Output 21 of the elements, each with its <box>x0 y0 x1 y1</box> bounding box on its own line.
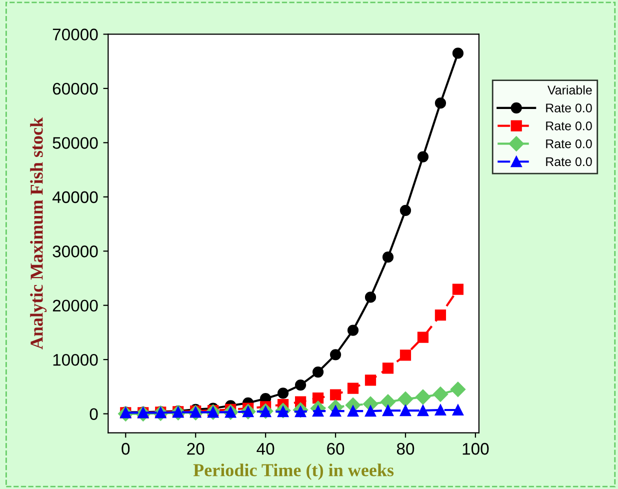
legend-title: Variable <box>547 85 592 95</box>
legend-label: Rate 0.0 <box>546 139 592 148</box>
x-axis-title: Periodic Time (t) in weeks <box>193 464 394 480</box>
y-tick-label: 60000 <box>52 82 98 95</box>
y-tick-label: 70000 <box>52 28 98 40</box>
y-axis-title: Analytic Maximum Fish stock <box>30 117 47 350</box>
x-tick-label: 60 <box>327 442 344 455</box>
x-tick-label: 40 <box>256 442 274 455</box>
legend-label: Rate 0.0 <box>546 157 592 166</box>
y-tick-label: 30000 <box>52 246 98 258</box>
legend-label: Rate 0.0 <box>546 121 592 130</box>
y-tick-label: 40000 <box>52 191 98 204</box>
x-tick-label: 80 <box>396 442 414 455</box>
y-tick-label: 10000 <box>53 354 98 366</box>
x-tick-label: 20 <box>187 442 204 455</box>
y-tick-label: 0 <box>90 408 98 420</box>
y-tick-label: 20000 <box>52 300 98 312</box>
legend-label: Rate 0.0 <box>546 104 592 112</box>
x-tick-label: 0 <box>122 442 130 455</box>
x-tick-label: 100 <box>462 442 489 455</box>
y-tick-label: 50000 <box>52 137 98 149</box>
